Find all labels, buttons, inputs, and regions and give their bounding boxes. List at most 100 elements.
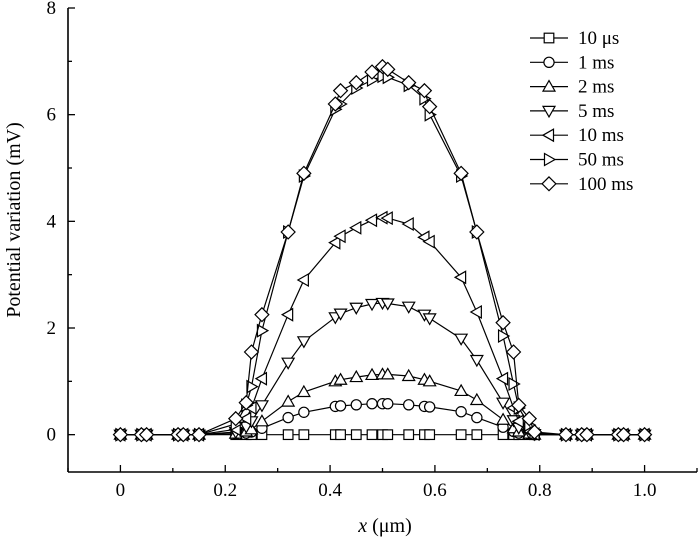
data-point-triangle-down: [401, 301, 416, 314]
y-tick-label: 4: [47, 211, 57, 232]
y-tick-label: 0: [47, 425, 57, 446]
data-point-triangle-left: [495, 371, 509, 386]
data-point-diamond: [469, 224, 485, 240]
data-point-square: [403, 429, 415, 441]
data-point-triangle-up: [296, 384, 311, 398]
data-point-circle: [543, 56, 555, 69]
data-point-triangle-left: [453, 270, 467, 285]
data-point-triangle-down: [380, 298, 395, 311]
data-point-circle: [282, 411, 294, 424]
data-point-square: [455, 429, 467, 441]
data-point-diamond: [348, 74, 365, 91]
data-point-diamond: [541, 176, 557, 192]
series-triangle-right: [115, 69, 652, 442]
data-point-diamond: [243, 344, 260, 360]
data-point-triangle-up: [380, 367, 395, 380]
data-point-diamond: [112, 426, 129, 443]
legend-label: 5 ms: [578, 101, 614, 122]
data-point-circle: [334, 400, 347, 412]
data-point-triangle-up: [401, 368, 416, 382]
data-point-triangle-up: [496, 412, 511, 425]
data-point-diamond: [416, 82, 433, 99]
x-tick-label: 0.2: [213, 480, 237, 501]
data-point-triangle-down: [422, 313, 437, 326]
legend-label: 1 ms: [578, 52, 614, 73]
data-point-diamond: [364, 64, 380, 80]
data-point-diamond: [254, 306, 270, 323]
data-point-diamond: [227, 410, 244, 427]
x-axis-title-var: x: [357, 515, 367, 537]
legend-entry: 100 ms: [530, 174, 633, 195]
data-point-diamond: [558, 426, 574, 443]
data-point-triangle-up: [333, 372, 348, 385]
legend-entry: 2 ms: [530, 77, 614, 98]
series-layer: [112, 58, 653, 443]
data-point-diamond: [332, 82, 349, 99]
data-point-triangle-down: [364, 298, 380, 312]
data-point-circle: [298, 406, 310, 418]
data-point-triangle-up: [541, 79, 557, 92]
data-point-triangle-left: [349, 220, 362, 235]
data-point-triangle-right: [508, 376, 521, 392]
legend: 10 μs 1 ms 2 ms 5 ms 10 ms 50 ms 100 ms: [530, 28, 633, 195]
data-point-circle: [382, 398, 394, 410]
x-tick-label: 1.0: [633, 480, 657, 501]
data-point-triangle-right: [543, 152, 557, 167]
data-point-triangle-left: [239, 411, 252, 426]
data-point-triangle-down: [254, 400, 269, 413]
data-point-square: [471, 429, 483, 441]
data-point-triangle-down: [349, 302, 364, 315]
data-point-triangle-left: [422, 234, 435, 249]
axes: 0 2 4 6 8 0 0.2 0.4 0.6 0.8 1.0: [47, 0, 698, 501]
data-point-diamond: [526, 424, 543, 440]
data-point-triangle-left: [333, 229, 346, 244]
y-tick-label: 6: [47, 105, 57, 126]
data-point-triangle-down: [496, 397, 511, 410]
data-point-triangle-up: [422, 374, 437, 387]
legend-entry: 10 μs: [530, 28, 619, 49]
series-line: [120, 75, 645, 436]
data-point-square: [424, 429, 436, 441]
data-point-triangle-left: [541, 128, 555, 143]
data-point-diamond: [495, 314, 511, 331]
y-axis-title: Potential variation (mV): [3, 122, 25, 318]
data-point-diamond: [327, 96, 344, 112]
legend-label: 10 μs: [578, 28, 619, 49]
data-point-diamond: [615, 426, 632, 443]
legend-entry: 50 ms: [530, 150, 624, 171]
data-point-square: [350, 429, 362, 441]
data-point-square: [282, 429, 294, 441]
data-point-triangle-down: [469, 354, 484, 368]
data-point-triangle-down: [296, 336, 311, 349]
data-point-triangle-left: [296, 272, 309, 288]
data-point-diamond: [175, 426, 192, 443]
data-point-diamond: [636, 426, 653, 443]
x-tick-label: 0.6: [423, 480, 447, 501]
data-point-triangle-left: [254, 371, 268, 386]
x-tick-label: 0: [116, 480, 126, 501]
legend-label: 50 ms: [578, 150, 624, 171]
series-diamond: [112, 58, 653, 443]
data-point-diamond: [511, 397, 527, 414]
data-point-triangle-up: [349, 369, 364, 383]
data-point-triangle-left: [401, 216, 414, 232]
data-point-triangle-left: [469, 304, 482, 320]
legend-label: 10 ms: [578, 125, 624, 146]
data-point-triangle-left: [280, 307, 294, 322]
x-axis-title: x (μm): [357, 515, 412, 537]
data-point-circle: [403, 399, 415, 411]
x-tick-label: 0.4: [318, 480, 342, 501]
data-point-triangle-left: [364, 213, 378, 228]
data-point-triangle-down: [333, 308, 348, 321]
data-point-circle: [366, 398, 378, 410]
data-point-triangle-up: [281, 394, 296, 407]
data-point-circle: [455, 406, 467, 418]
y-tick-label: 2: [47, 318, 57, 339]
x-tick-label: 0.8: [528, 480, 552, 501]
data-point-triangle-up: [469, 392, 484, 406]
x-axis-title-unit: (μm): [367, 515, 412, 537]
data-point-triangle-left: [511, 414, 524, 429]
data-point-square: [298, 429, 310, 441]
data-point-diamond: [421, 98, 438, 115]
